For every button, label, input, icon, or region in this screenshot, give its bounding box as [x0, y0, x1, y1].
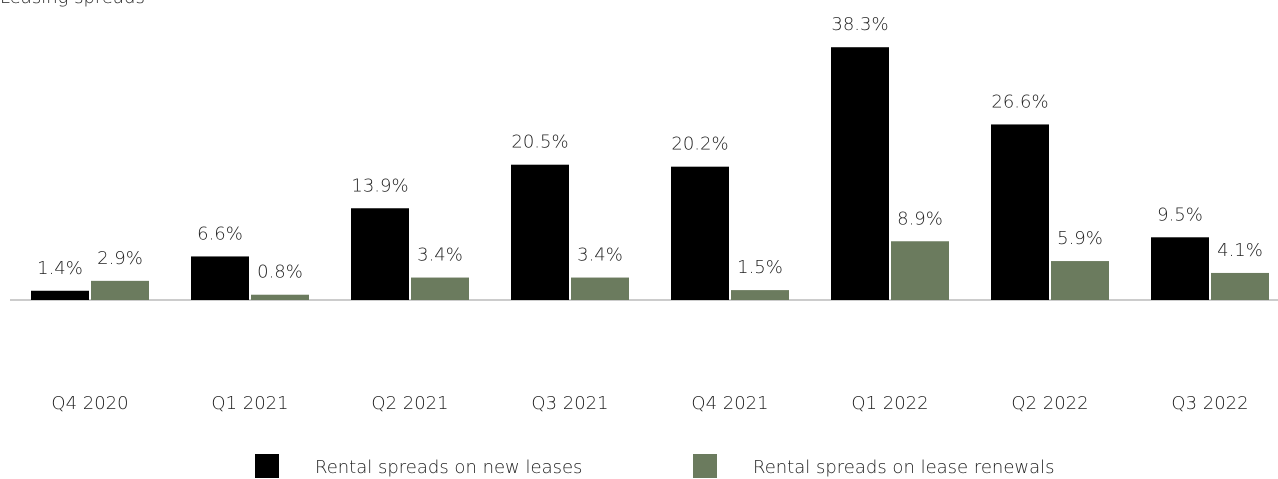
x-tick-label: Q1 2021 [211, 393, 288, 414]
bar [411, 277, 469, 300]
x-tick-label: Q3 2021 [531, 393, 608, 414]
value-label: 4.1% [1217, 240, 1263, 261]
x-tick-label: Q4 2020 [51, 393, 128, 414]
bar [671, 166, 729, 300]
value-label: 1.5% [737, 257, 783, 278]
x-tick-label: Q2 2021 [371, 393, 448, 414]
bar [1051, 261, 1109, 300]
value-label: 0.8% [257, 262, 303, 283]
bar [31, 290, 89, 300]
legend-swatch [255, 454, 279, 478]
value-label: 6.6% [197, 223, 243, 244]
bar [991, 124, 1049, 300]
value-label: 8.9% [897, 208, 943, 229]
value-label: 26.6% [991, 91, 1048, 112]
value-label: 13.9% [351, 175, 408, 196]
value-label: 3.4% [577, 245, 623, 266]
bar [831, 47, 889, 300]
bar [891, 241, 949, 300]
bar [191, 256, 249, 300]
value-label: 38.3% [831, 14, 888, 35]
bar [511, 164, 569, 300]
value-label: 1.4% [37, 258, 83, 279]
x-tick-label: Q3 2022 [1171, 393, 1248, 414]
bar [91, 280, 149, 300]
bar [251, 294, 309, 300]
x-tick-label: Q4 2021 [691, 393, 768, 414]
x-tick-label: Q2 2022 [1011, 393, 1088, 414]
chart-title: Leasing spreads [0, 0, 145, 8]
legend-label: Rental spreads on lease renewals [753, 457, 1055, 478]
legend-label: Rental spreads on new leases [315, 457, 582, 478]
value-label: 20.2% [671, 134, 728, 155]
x-tick-label: Q1 2022 [851, 393, 928, 414]
value-label: 3.4% [417, 245, 463, 266]
value-label: 20.5% [511, 132, 568, 153]
bar [571, 277, 629, 300]
value-label: 9.5% [1157, 204, 1203, 225]
bar [1151, 237, 1209, 300]
bar [731, 290, 789, 300]
bar [351, 208, 409, 300]
value-label: 2.9% [97, 248, 143, 269]
bar [1211, 272, 1269, 300]
value-label: 5.9% [1057, 228, 1103, 249]
legend-swatch [693, 454, 717, 478]
